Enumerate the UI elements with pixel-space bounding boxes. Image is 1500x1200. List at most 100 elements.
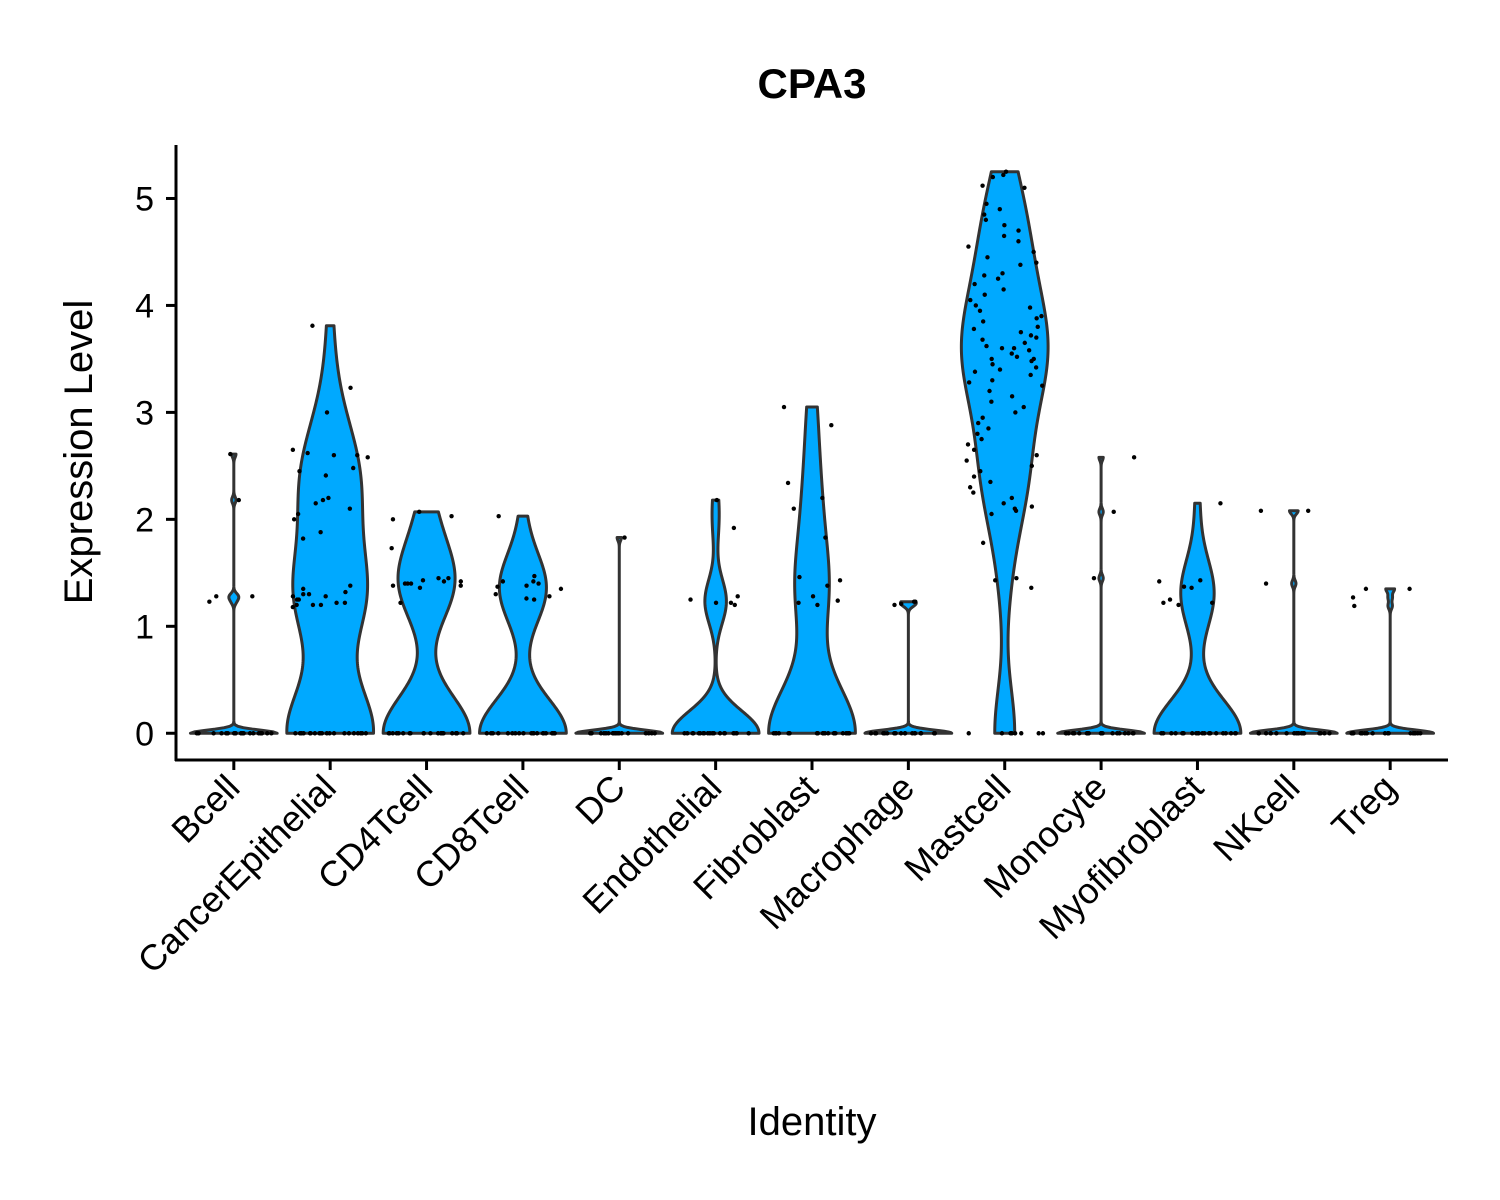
data-point [1022, 340, 1027, 346]
data-point [421, 731, 426, 736]
violin [767, 405, 857, 735]
data-point [398, 600, 403, 605]
data-point [980, 337, 985, 342]
data-point [1189, 585, 1194, 590]
data-point [965, 442, 971, 447]
data-point [365, 455, 370, 460]
data-point [1031, 249, 1036, 255]
data-point [1180, 731, 1185, 736]
data-point [408, 731, 413, 736]
data-point [441, 579, 447, 584]
data-point [1077, 731, 1082, 736]
y-tick-label: 4 [135, 287, 154, 325]
data-point [989, 356, 994, 362]
data-point [1011, 346, 1017, 351]
data-point [980, 540, 986, 546]
data-point [458, 583, 463, 588]
data-point [1033, 365, 1039, 370]
data-point [1000, 271, 1005, 276]
data-point [363, 731, 369, 736]
data-point [1161, 600, 1166, 605]
data-point [1018, 262, 1023, 267]
violin [670, 498, 761, 735]
data-point [241, 731, 246, 736]
data-point [1063, 731, 1069, 736]
data-point [722, 731, 727, 736]
data-point [1407, 586, 1412, 592]
data-point [966, 380, 972, 385]
data-point [625, 731, 631, 736]
data-point [458, 579, 464, 584]
data-point [1040, 731, 1046, 736]
data-point [326, 495, 331, 501]
data-point [1014, 354, 1020, 359]
data-point [331, 452, 337, 458]
data-point [776, 731, 782, 736]
data-point [601, 731, 607, 736]
data-point [290, 594, 296, 599]
data-point [1034, 260, 1039, 265]
data-point [881, 731, 886, 736]
data-point [980, 415, 985, 420]
data-point [558, 586, 564, 592]
data-point [682, 731, 687, 736]
data-point [982, 292, 987, 297]
data-point [713, 600, 719, 605]
y-axis-label: Expression Level [57, 300, 101, 605]
data-point [1016, 239, 1021, 244]
data-point [313, 501, 318, 506]
data-point [815, 731, 821, 736]
data-point [1026, 348, 1032, 353]
data-point [258, 731, 264, 736]
data-point [290, 447, 296, 453]
data-point [986, 426, 991, 431]
data-point [446, 575, 451, 581]
data-point [1359, 731, 1365, 736]
data-point [966, 244, 971, 249]
data-point [1196, 731, 1201, 736]
data-point [327, 731, 332, 736]
data-point [990, 174, 996, 180]
data-point [1036, 731, 1041, 736]
data-point [1100, 731, 1105, 736]
data-point [1258, 508, 1264, 513]
data-point [343, 589, 348, 595]
data-point [1349, 731, 1354, 736]
data-point [211, 731, 216, 736]
data-point [323, 473, 329, 478]
data-point [269, 731, 274, 736]
data-point [1223, 731, 1228, 736]
violin [1152, 501, 1243, 735]
data-point [1040, 383, 1045, 388]
data-point [1019, 731, 1024, 736]
data-point [355, 452, 360, 458]
violin [863, 600, 954, 735]
data-point [983, 217, 989, 223]
data-point [622, 535, 627, 540]
data-point [598, 731, 604, 736]
data-point [1363, 586, 1369, 592]
data-point [299, 731, 304, 736]
data-point [972, 281, 977, 287]
data-point [420, 578, 426, 583]
data-point [1009, 731, 1015, 736]
data-point [290, 604, 296, 610]
data-point [902, 731, 908, 736]
data-point [1001, 501, 1006, 506]
data-point [1126, 731, 1131, 736]
data-point [297, 469, 302, 474]
data-point [386, 731, 392, 736]
x-tick-label: DC [567, 767, 633, 833]
data-point [829, 423, 834, 428]
data-point [1173, 731, 1178, 736]
data-point [1159, 731, 1164, 736]
data-point [1274, 731, 1279, 736]
data-point [1370, 731, 1375, 736]
data-point [1327, 731, 1332, 736]
data-point [982, 273, 987, 278]
data-point [1412, 731, 1417, 736]
data-point [524, 596, 529, 601]
data-point [310, 602, 316, 608]
data-point [971, 490, 976, 495]
data-point [1350, 595, 1356, 600]
